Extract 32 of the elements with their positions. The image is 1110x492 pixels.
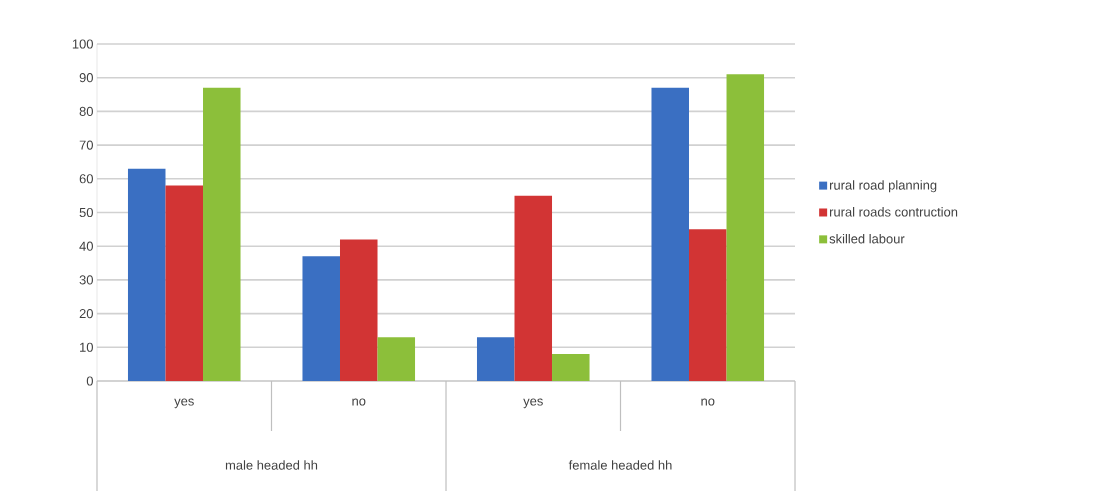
y-tick-label: 60	[79, 174, 93, 184]
bar	[651, 88, 689, 382]
bar	[514, 195, 553, 382]
text: male headed hh	[225, 460, 318, 470]
y-tick-label: 90	[79, 73, 93, 83]
x-tick-label: no	[701, 398, 715, 406]
y-tick-label: 40	[79, 241, 93, 251]
y-tick-label: 70	[79, 140, 93, 150]
bar	[476, 337, 515, 382]
bar	[377, 337, 416, 382]
bar	[340, 239, 378, 382]
bar	[127, 168, 166, 382]
legend-label: skilled labour	[829, 234, 905, 244]
y-tick-label: 50	[79, 208, 93, 218]
bar	[203, 88, 241, 382]
legend-label: rural road planning	[830, 180, 937, 193]
y-tick-label: 0	[86, 376, 93, 386]
x-tick-label: no	[352, 398, 366, 406]
y-tick-label: 100	[72, 39, 93, 49]
bar	[165, 185, 204, 382]
bar	[689, 229, 727, 382]
text: female headed hh	[568, 460, 672, 470]
bar	[552, 354, 590, 382]
bar	[302, 256, 340, 382]
y-tick-label: 20	[79, 309, 93, 319]
y-tick-label: 80	[79, 107, 93, 117]
bar	[726, 74, 765, 382]
x-tick-label: yes	[523, 398, 543, 409]
legend-label: rural roads contruction	[830, 207, 958, 217]
y-tick-label: 30	[79, 275, 93, 285]
x-tick-label: yes	[174, 398, 194, 409]
y-tick-label: 10	[80, 342, 93, 353]
